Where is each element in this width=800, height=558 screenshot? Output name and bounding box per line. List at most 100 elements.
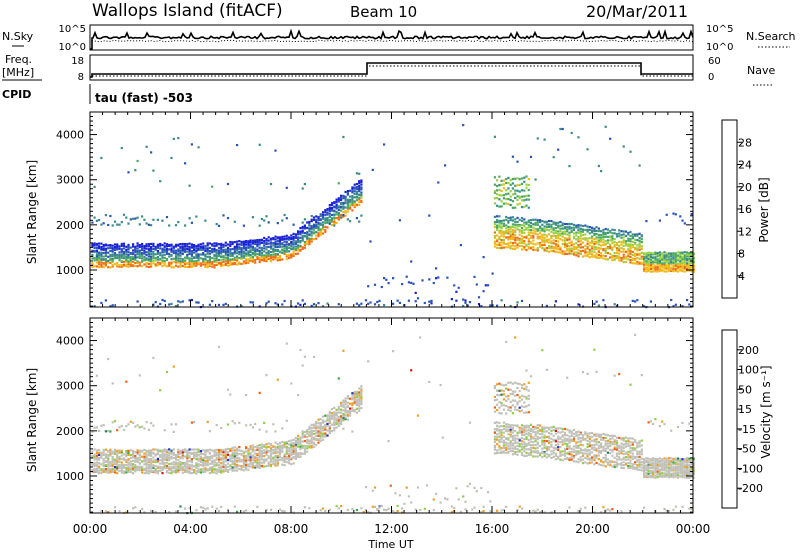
data-cell: [367, 303, 369, 305]
data-cell: [516, 438, 518, 440]
data-cell: [605, 444, 607, 446]
data-cell: [501, 235, 503, 237]
data-cell: [507, 244, 509, 246]
data-cell: [250, 301, 252, 303]
data-cell: [625, 456, 627, 458]
data-cell: [232, 258, 234, 260]
data-cell: [340, 216, 342, 218]
data-cell: [388, 440, 390, 442]
data-cell: [492, 273, 494, 275]
data-cell: [193, 265, 195, 267]
data-cell: [232, 463, 234, 465]
data-cell: [503, 183, 505, 185]
data-cell: [679, 215, 681, 217]
data-cell: [284, 244, 286, 246]
data-cell: [331, 408, 333, 410]
data-cell: [580, 456, 582, 458]
data-cell: [659, 220, 661, 222]
data-cell: [589, 462, 591, 464]
data-cell: [227, 256, 229, 258]
data-cell: [374, 303, 376, 305]
data-cell: [118, 456, 120, 458]
data-cell: [254, 423, 256, 425]
data-cell: [164, 254, 166, 256]
data-cell: [238, 246, 240, 248]
data-cell: [109, 266, 111, 268]
data-cell: [577, 244, 579, 246]
data-cell: [629, 447, 631, 449]
data-cell: [512, 431, 514, 433]
data-cell: [132, 243, 134, 245]
data-cell: [611, 435, 613, 437]
data-cell: [620, 259, 622, 261]
data-cell: [347, 218, 349, 220]
data-cell: [200, 468, 202, 470]
data-cell: [234, 221, 236, 223]
data-cell: [571, 223, 573, 225]
data-cell: [521, 437, 523, 439]
data-cell: [596, 435, 598, 437]
data-cell: [652, 252, 654, 254]
data-cell: [539, 246, 541, 248]
data-cell: [582, 452, 584, 454]
data-cell: [566, 230, 568, 232]
data-cell: [299, 249, 301, 251]
data-cell: [320, 418, 322, 420]
data-cell: [519, 184, 521, 186]
data-cell: [173, 448, 175, 450]
data-cell: [505, 341, 507, 343]
data-cell: [636, 235, 638, 237]
data-cell: [170, 262, 172, 264]
data-cell: [639, 240, 641, 242]
data-cell: [209, 258, 211, 260]
data-cell: [245, 249, 247, 251]
data-cell: [157, 250, 159, 252]
data-cell: [274, 253, 276, 255]
data-cell: [213, 266, 215, 268]
data-cell: [548, 220, 550, 222]
freq-left-tick-top: 18: [71, 56, 84, 67]
data-cell: [408, 281, 410, 283]
data-cell: [539, 445, 541, 447]
data-cell: [532, 227, 534, 229]
data-cell: [127, 454, 129, 456]
data-cell: [306, 451, 308, 453]
data-cell: [609, 236, 611, 238]
data-cell: [189, 217, 191, 219]
data-cell: [582, 238, 584, 240]
data-cell: [478, 296, 480, 298]
data-cell: [596, 301, 598, 303]
data-cell: [91, 243, 93, 245]
data-cell: [494, 136, 496, 138]
data-cell: [627, 250, 629, 252]
data-cell: [548, 247, 550, 249]
data-cell: [528, 434, 530, 436]
data-cell: [241, 263, 243, 265]
data-cell: [281, 249, 283, 251]
data-cell: [272, 258, 274, 260]
data-cell: [505, 405, 507, 407]
data-cell: [279, 259, 281, 261]
data-cell: [641, 238, 643, 240]
data-cell: [234, 248, 236, 250]
data-cell: [195, 454, 197, 456]
data-cell: [358, 410, 360, 412]
data-cell: [598, 454, 600, 456]
data-cell: [616, 257, 618, 259]
data-cell: [505, 193, 507, 195]
data-cell: [345, 202, 347, 204]
data-cell: [607, 445, 609, 447]
data-cell: [467, 485, 469, 487]
data-cell: [577, 510, 579, 512]
data-cell: [580, 433, 582, 435]
data-cell: [254, 456, 256, 458]
data-cell: [519, 231, 521, 233]
data-cell: [580, 444, 582, 446]
data-cell: [209, 458, 211, 460]
data-cell: [354, 399, 356, 401]
data-cell: [168, 459, 170, 461]
data-cell: [218, 346, 220, 348]
data-cell: [550, 228, 552, 230]
data-cell: [317, 426, 319, 428]
data-cell: [186, 245, 188, 247]
